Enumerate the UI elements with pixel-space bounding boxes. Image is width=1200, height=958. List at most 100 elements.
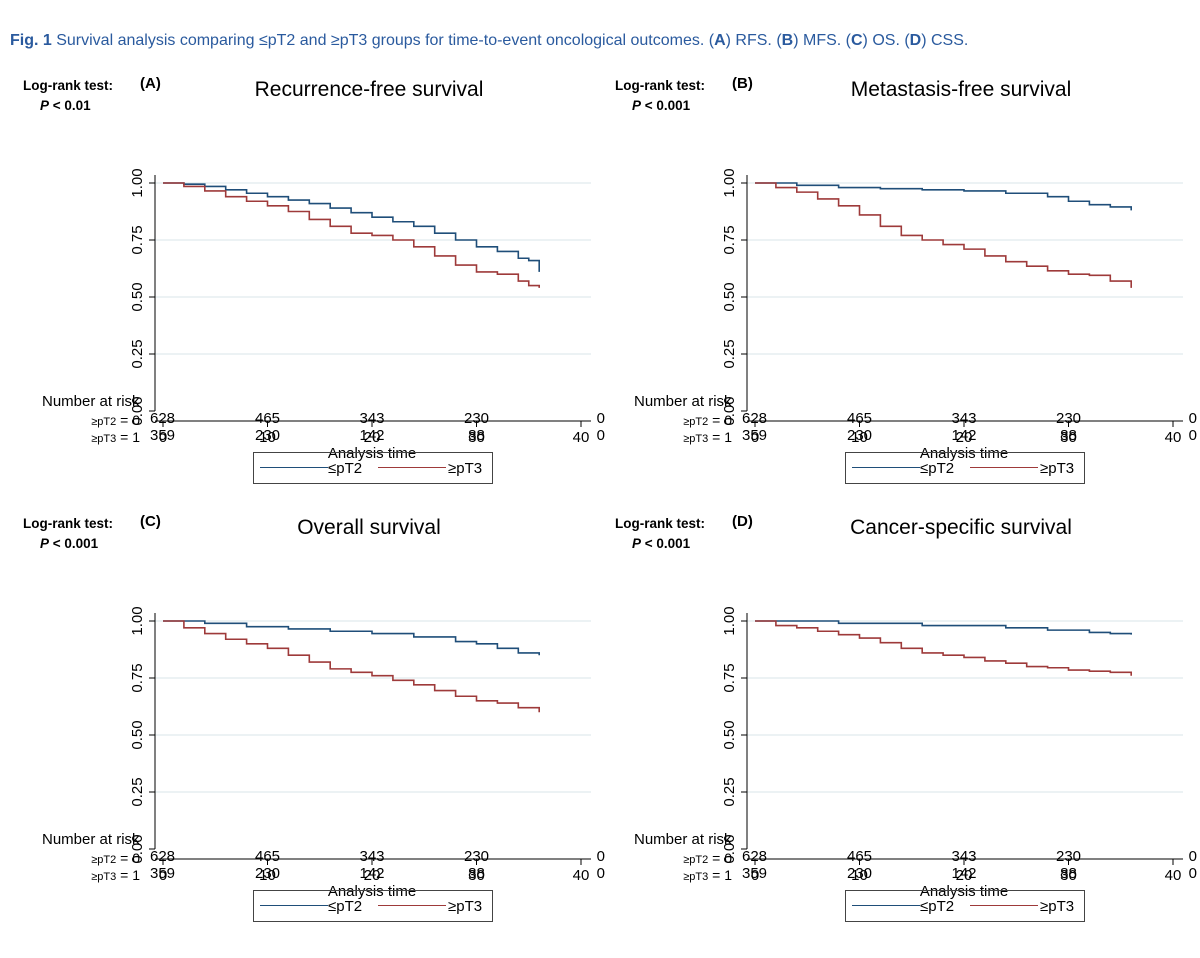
risk-row-label: ≥pT2 = 0 (60, 850, 140, 866)
curve-pt3 (163, 182, 540, 288)
risk-row-eq: = 1 (116, 867, 140, 883)
risk-value: 88 (468, 865, 485, 882)
p-symbol: P (632, 98, 642, 113)
legend: ≤pT2 ≥pT3 (845, 890, 1085, 922)
risk-value: 0 (1188, 410, 1197, 427)
risk-value: 142 (359, 427, 385, 444)
x-tick-label: 0 (751, 867, 759, 884)
risk-value: 359 (150, 427, 176, 444)
legend-label-pt2: ≤pT2 (328, 898, 363, 915)
p-value: P < 0.001 (632, 98, 690, 113)
risk-row-eq: = 0 (708, 412, 732, 428)
legend-swatch-pt2 (852, 905, 920, 906)
risk-row-eq: = 0 (708, 850, 732, 866)
risk-value: 230 (254, 427, 281, 444)
risk-row-label: ≥pT2 = 0 (652, 850, 732, 866)
y-tick-label: 0.75 (129, 225, 146, 254)
risk-row-eq: = 1 (116, 429, 140, 445)
risk-value: 230 (463, 410, 490, 427)
legend-swatch-pt3 (378, 905, 446, 906)
risk-value: 628 (150, 848, 176, 865)
curve-pt2 (755, 182, 1132, 211)
risk-value: 465 (846, 410, 873, 427)
x-tick-label: 20 (364, 429, 381, 446)
legend-label-pt3: ≥pT3 (448, 460, 483, 477)
plot-svg: 0.00 0.25 0.50 0.75 1.00 0 10 20 30 40 Analysis ti… (129, 606, 591, 900)
risk-value: 628 (150, 410, 176, 427)
risk-value: 230 (1055, 848, 1082, 865)
risk-value: 465 (254, 410, 281, 427)
legend: ≤pT2 ≥pT3 (845, 452, 1085, 484)
x-tick-label: 30 (468, 429, 485, 446)
y-tick-label: 0.75 (721, 663, 738, 692)
risk-value: 343 (951, 848, 977, 865)
curve-pt3 (755, 620, 1132, 676)
p-value-text: < 0.01 (49, 98, 91, 113)
y-tick-label: 0.00 (721, 396, 738, 425)
risk-value: 0 (1188, 848, 1197, 865)
figure-caption: Fig. 1 Survival analysis comparing ≤pT2 … (10, 32, 968, 50)
risk-row-group: ≥pT3 (91, 871, 117, 883)
x-tick-label: 0 (159, 429, 167, 446)
plot-svg: 0.00 0.25 0.50 0.75 1.00 0 10 20 30 40 Analysis ti… (721, 606, 1183, 900)
panel-letter: (D) (732, 513, 753, 530)
y-tick-label: 1.00 (721, 606, 738, 635)
risk-value: 343 (359, 848, 385, 865)
y-tick-label: 0.25 (721, 777, 738, 806)
caption-letter-a: A (714, 32, 726, 49)
x-tick-label: 20 (364, 867, 381, 884)
y-tick-label: 0.50 (129, 720, 146, 749)
legend-label-pt3: ≥pT3 (1040, 460, 1075, 477)
legend: ≤pT2 ≥pT3 (253, 452, 493, 484)
curve-pt3 (163, 620, 540, 713)
risk-value: 359 (742, 865, 768, 882)
risk-value: 142 (951, 427, 977, 444)
x-tick-label: 30 (1060, 867, 1077, 884)
risk-value: 88 (468, 427, 485, 444)
risk-row-label: ≥pT3 = 1 (60, 429, 140, 445)
x-tick-label: 20 (956, 867, 973, 884)
curve-pt2 (163, 182, 540, 272)
risk-value: 465 (254, 848, 281, 865)
risk-row-group: ≥pT2 (683, 854, 709, 866)
risk-value: 343 (951, 410, 977, 427)
p-symbol: P (40, 98, 50, 113)
legend-label-pt3: ≥pT3 (448, 898, 483, 915)
y-tick-label: 0.50 (721, 282, 738, 311)
risk-value: 142 (359, 865, 385, 882)
risk-value: 230 (846, 865, 873, 882)
risk-row-eq: = 1 (708, 867, 732, 883)
risk-row-group: ≥pT2 (91, 854, 117, 866)
chart-panel: Log-rank test: P < 0.001 (D) Cancer-specifi… (592, 508, 1197, 948)
panel-letter: (B) (732, 75, 753, 92)
x-tick-label: 30 (1060, 429, 1077, 446)
chart-title: Recurrence-free survival (254, 78, 484, 101)
x-tick-label: 10 (851, 867, 868, 884)
p-value-text: < 0.001 (641, 98, 691, 113)
y-tick-label: 0.75 (721, 225, 738, 254)
risk-row-label: ≥pT3 = 1 (60, 867, 140, 883)
logrank-label: Log-rank test: (615, 516, 706, 531)
risk-row-group: ≥pT3 (683, 871, 709, 883)
risk-value: 0 (1188, 865, 1197, 882)
x-axis-label: Analysis time (328, 445, 416, 462)
risk-header: Number at risk (42, 831, 140, 848)
x-tick-label: 40 (1165, 867, 1182, 884)
curve-pt2 (163, 620, 540, 656)
risk-row-label: ≥pT2 = 0 (652, 412, 732, 428)
caption-letter-b: B (781, 32, 794, 49)
risk-value: 0 (596, 865, 605, 882)
legend-label-pt3: ≥pT3 (1040, 898, 1075, 915)
risk-value: 0 (596, 410, 605, 427)
caption-text-1: Survival analysis comparing ≤pT2 and ≥pT… (51, 32, 715, 49)
risk-row-group: ≥pT3 (683, 433, 709, 445)
x-tick-label: 20 (956, 429, 973, 446)
risk-row-group: ≥pT2 (91, 416, 117, 428)
curve-pt2 (755, 620, 1132, 635)
figure-label: Fig. 1 (10, 32, 52, 49)
logrank-label: Log-rank test: (23, 78, 114, 93)
risk-value: 142 (951, 865, 977, 882)
caption-letter-c: C (850, 32, 863, 49)
risk-value: 230 (254, 865, 281, 882)
risk-row-label: ≥pT3 = 1 (652, 429, 732, 445)
